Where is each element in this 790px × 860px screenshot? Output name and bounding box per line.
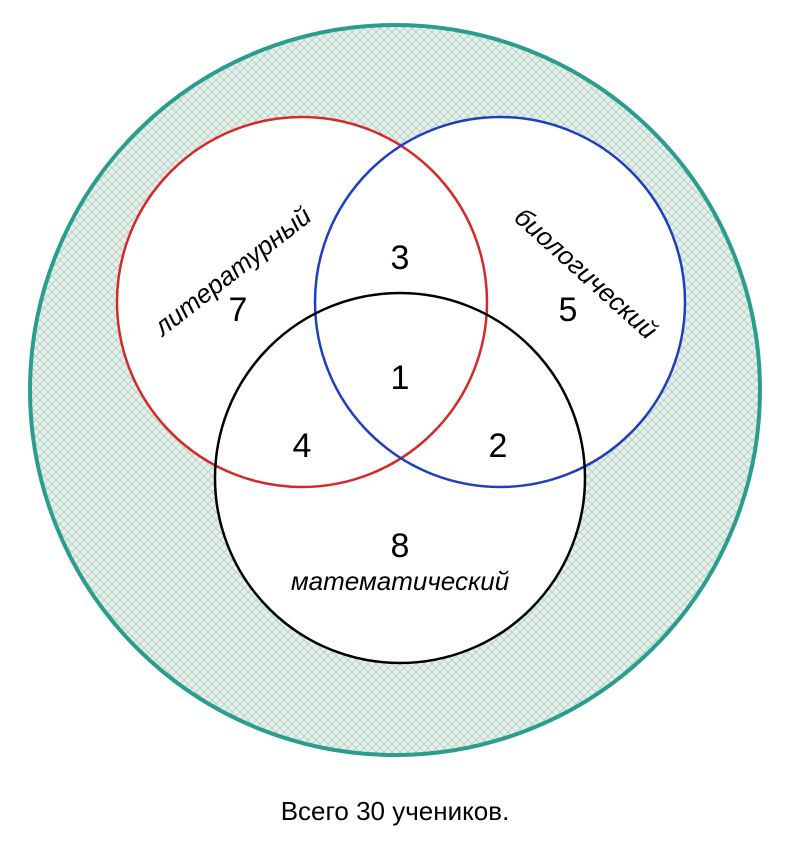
circle-c-label: математический — [291, 566, 509, 596]
value-ab: 3 — [391, 239, 410, 277]
venn-svg: литературный биологический математически… — [0, 0, 790, 860]
caption: Всего 30 учеников. — [281, 796, 510, 826]
value-a-only: 7 — [229, 291, 248, 329]
value-c-only: 8 — [391, 527, 410, 565]
value-abc: 1 — [391, 359, 410, 397]
value-ac: 4 — [293, 427, 312, 465]
circle-c-fill — [215, 293, 585, 663]
value-bc: 2 — [489, 427, 508, 465]
value-b-only: 5 — [559, 291, 578, 329]
venn-diagram-container: литературный биологический математически… — [0, 0, 790, 860]
